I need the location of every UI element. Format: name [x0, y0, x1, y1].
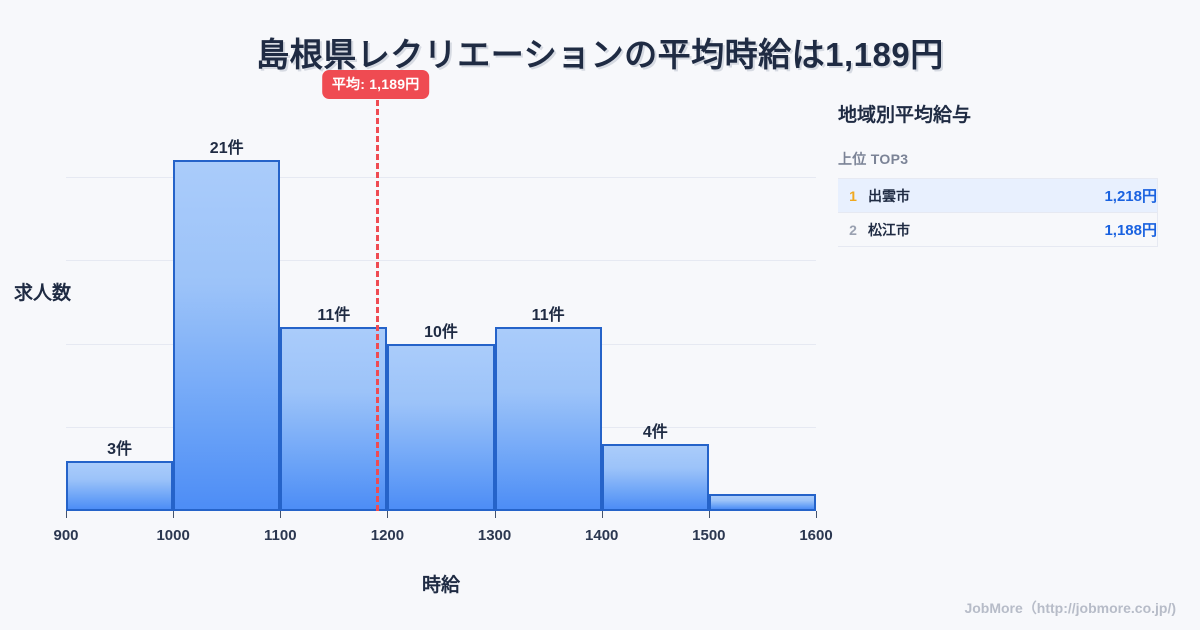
bar-value-label: 4件 [642, 424, 668, 442]
histogram-bar [708, 494, 816, 511]
side-panel-subtitle: 上位 TOP3 [838, 151, 909, 167]
ranking-row[interactable]: 2 松江市 1,188円 [838, 212, 1158, 247]
histogram-bar [494, 327, 602, 511]
side-panel-title: 地域別平均給与 [838, 105, 972, 126]
x-axis-tick [66, 511, 67, 518]
ranking-table: 1 出雲市 1,218円 2 松江市 1,188円 [838, 178, 1158, 247]
footer-credit: JobMore（http://jobmore.co.jp/) [964, 600, 1176, 616]
x-axis-tick-label: 1400 [585, 527, 619, 544]
ranking-city-name: 出雲市 [868, 178, 996, 213]
histogram-bar [280, 327, 388, 511]
x-axis-title: 時給 [421, 575, 460, 596]
bar-value-label: 3件 [107, 440, 133, 458]
page-title: 島根県レクリエーションの平均時給は1,189円 [256, 36, 944, 73]
histogram-bar [66, 460, 174, 511]
ranking-wage-value: 1,188円 [995, 212, 1158, 247]
ranking-city-name: 松江市 [868, 212, 996, 247]
x-axis-tick [494, 511, 496, 518]
ranking-wage-value: 1,218円 [995, 178, 1158, 213]
bar-value-label: 21件 [209, 140, 244, 158]
x-axis-tick [816, 511, 817, 518]
bar-value-label: 11件 [531, 307, 565, 325]
x-axis-tick-label: 1100 [264, 527, 297, 544]
x-axis-tick [173, 511, 175, 518]
ranking-position: 2 [838, 212, 868, 247]
x-axis-tick [280, 511, 282, 518]
plot-area: 3件 21件 11件 10件 11件 4件 900 1000 1100 1200 1300 1400 1… [53, 70, 833, 544]
x-axis-tick-label: 1500 [692, 527, 726, 544]
mean-badge: 平均: 1,189円 [321, 70, 430, 99]
histogram-bar [173, 160, 281, 511]
x-axis-tick [387, 511, 389, 518]
x-axis-tick [708, 511, 710, 518]
x-axis-tick-label: 1000 [156, 527, 190, 544]
x-axis-tick-label: 1300 [477, 527, 512, 544]
x-axis-tick-label: 1200 [370, 527, 405, 544]
histogram-bar [601, 444, 709, 511]
x-axis-tick [601, 511, 603, 518]
y-axis-title: 求人数 [14, 283, 72, 304]
x-axis-tick-label: 900 [53, 527, 79, 544]
histogram-chart: 求人数 3件 21件 11件 10件 11件 4件 900 1000 1100 1200 1300 1… [14, 70, 833, 596]
regional-average-panel: 地域別平均給与 上位 TOP3 1 出雲市 1,218円 2 松江市 1,188円 [838, 100, 1168, 247]
bar-value-label: 11件 [317, 307, 351, 325]
x-axis-tick-label: 1600 [799, 527, 833, 544]
bar-value-label: 10件 [424, 323, 458, 341]
mean-line [375, 100, 379, 511]
gridline [66, 260, 816, 262]
histogram-bar [387, 343, 495, 511]
ranking-position: 1 [838, 178, 868, 213]
ranking-row[interactable]: 1 出雲市 1,218円 [838, 178, 1158, 213]
gridline [66, 176, 816, 178]
